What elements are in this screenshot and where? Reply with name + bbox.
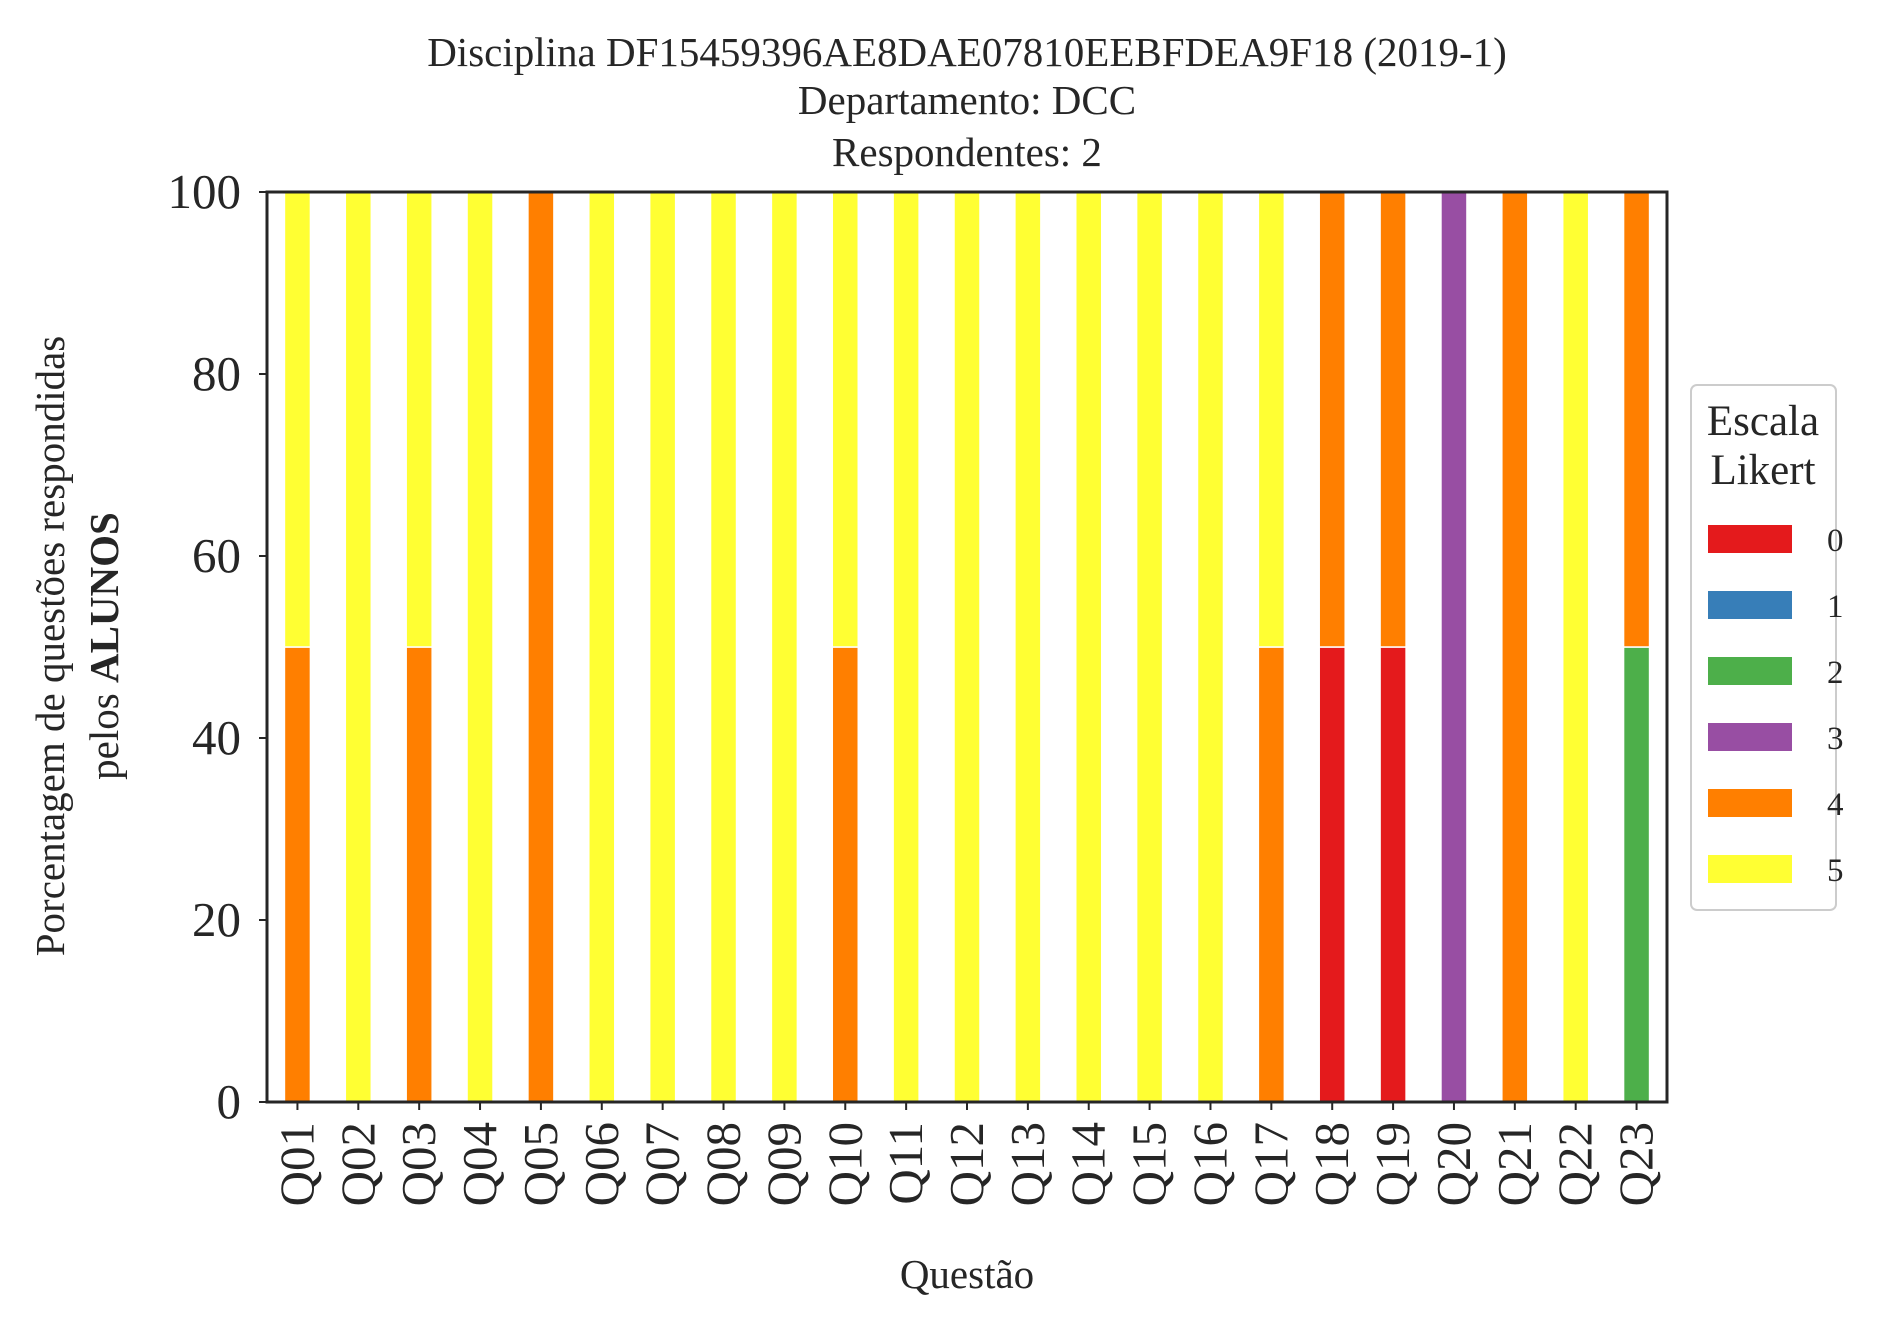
- bars: [283, 191, 1651, 1103]
- legend-swatch-4: [1708, 789, 1792, 817]
- bar-q22-scale-5: [1561, 191, 1590, 1103]
- y-axis-label-line-1: Porcentagem de questões respondidas: [27, 336, 73, 957]
- x-tick-label: Q09: [756, 1122, 811, 1206]
- bar-q01-scale-5: [283, 191, 312, 648]
- x-axis-label: Questão: [900, 1251, 1034, 1297]
- x-tick-label: Q21: [1487, 1122, 1542, 1206]
- legend-swatch-1: [1708, 591, 1792, 619]
- x-tick-label: Q06: [574, 1122, 629, 1206]
- x-tick-label: Q15: [1122, 1122, 1177, 1206]
- bar-q10-scale-5: [831, 191, 860, 648]
- bar-q01-scale-4: [283, 646, 312, 1103]
- legend-swatch-3: [1708, 723, 1792, 751]
- x-tick-label: Q18: [1304, 1122, 1359, 1206]
- x-tick-label: Q02: [330, 1122, 385, 1206]
- legend-frame: [1690, 384, 1837, 911]
- y-tick-label: 60: [192, 528, 241, 583]
- x-tick-label: Q11: [878, 1122, 933, 1205]
- bar-q11-scale-5: [892, 191, 920, 1103]
- bar-q07-scale-5: [648, 191, 677, 1103]
- chart-title-line-2: Departamento: DCC: [798, 77, 1136, 123]
- legend-items: 0 1 2 3 4 5: [1708, 523, 1844, 889]
- bar-q03-scale-5: [405, 191, 433, 648]
- legend-label-1: 1: [1827, 589, 1844, 625]
- legend-swatch-0: [1708, 525, 1792, 553]
- y-tick-label: 100: [168, 164, 242, 219]
- x-tick-label: Q22: [1548, 1122, 1603, 1206]
- bar-q21-scale-4: [1501, 191, 1529, 1103]
- y-tick-label: 20: [192, 892, 241, 947]
- bar-q04-scale-5: [466, 191, 494, 1103]
- bar-q05-scale-4: [527, 191, 555, 1103]
- y-tick-label: 0: [217, 1074, 242, 1129]
- bar-q02-scale-5: [344, 191, 373, 1103]
- legend-title-line-2: Likert: [1710, 447, 1815, 494]
- x-tick-label: Q10: [817, 1122, 872, 1206]
- bar-q09-scale-5: [770, 191, 799, 1103]
- bar-q20-scale-3: [1440, 191, 1468, 1103]
- y-axis-label: Porcentagem de questões respondidas pelo…: [27, 336, 127, 957]
- legend-label-5: 5: [1827, 853, 1844, 889]
- y-axis-label-prefix: pelos: [81, 683, 127, 780]
- bar-q19-scale-0: [1379, 646, 1407, 1103]
- bar-q18-scale-4: [1318, 191, 1346, 648]
- bar-q17-scale-5: [1257, 191, 1286, 648]
- bar-q13-scale-5: [1014, 191, 1042, 1103]
- legend-label-2: 2: [1827, 655, 1844, 691]
- legend-swatch-5: [1708, 855, 1792, 883]
- bar-q14-scale-5: [1074, 191, 1103, 1103]
- y-axis-ticks: 0 20 40 60 80 100: [168, 164, 267, 1129]
- y-axis-label-line-2: pelos ALUNOS: [81, 512, 127, 780]
- bar-q03-scale-4: [405, 646, 433, 1103]
- bar-q06-scale-5: [588, 191, 616, 1103]
- bar-q16-scale-5: [1196, 191, 1225, 1103]
- legend-label-4: 4: [1827, 787, 1844, 823]
- y-tick-label: 80: [192, 346, 241, 401]
- x-tick-label: Q07: [635, 1122, 690, 1206]
- plot-frame: [265, 190, 1669, 1104]
- bar-q18-scale-0: [1318, 646, 1346, 1103]
- legend-label-0: 0: [1827, 523, 1844, 559]
- bar-q23-scale-4: [1622, 191, 1651, 648]
- x-tick-label: Q12: [939, 1122, 994, 1206]
- x-tick-label: Q19: [1365, 1122, 1420, 1206]
- x-tick-label: Q17: [1243, 1122, 1298, 1206]
- bar-q08-scale-5: [709, 191, 738, 1103]
- x-tick-label: Q14: [1061, 1122, 1116, 1206]
- bar-q12-scale-5: [953, 191, 981, 1103]
- bar-q15-scale-5: [1135, 191, 1164, 1103]
- x-tick-label: Q01: [269, 1122, 324, 1206]
- x-tick-label: Q16: [1182, 1122, 1237, 1206]
- x-tick-label: Q13: [1000, 1122, 1055, 1206]
- bar-q23-scale-2: [1622, 646, 1651, 1103]
- y-tick-label: 40: [192, 710, 241, 765]
- x-axis-ticks: Q01 Q02 Q03 Q04 Q05 Q06 Q07 Q08 Q09 Q10 Q11 Q12 Q13 Q…: [269, 1102, 1664, 1206]
- chart-title-line-1: Disciplina DF15459396AE8DAE07810EEBFDEA9…: [427, 29, 1507, 75]
- x-tick-label: Q08: [696, 1122, 751, 1206]
- chart-title-line-3: Respondentes: 2: [832, 129, 1102, 175]
- x-tick-label: Q20: [1426, 1122, 1481, 1206]
- x-tick-label: Q04: [452, 1122, 507, 1206]
- x-tick-label: Q23: [1609, 1122, 1664, 1206]
- bar-q17-scale-4: [1257, 646, 1286, 1103]
- x-tick-label: Q03: [391, 1122, 446, 1206]
- x-tick-label: Q05: [513, 1122, 568, 1206]
- legend-label-3: 3: [1827, 721, 1844, 757]
- bar-q10-scale-4: [831, 646, 860, 1103]
- legend-title-line-1: Escala: [1707, 398, 1819, 445]
- legend: Escala Likert 0 1 2 3 4 5: [1690, 384, 1844, 911]
- bar-q19-scale-4: [1379, 191, 1407, 648]
- chart-title: Disciplina DF15459396AE8DAE07810EEBFDEA9…: [427, 29, 1507, 175]
- y-axis-label-emphasis: ALUNOS: [81, 512, 127, 683]
- legend-swatch-2: [1708, 657, 1792, 685]
